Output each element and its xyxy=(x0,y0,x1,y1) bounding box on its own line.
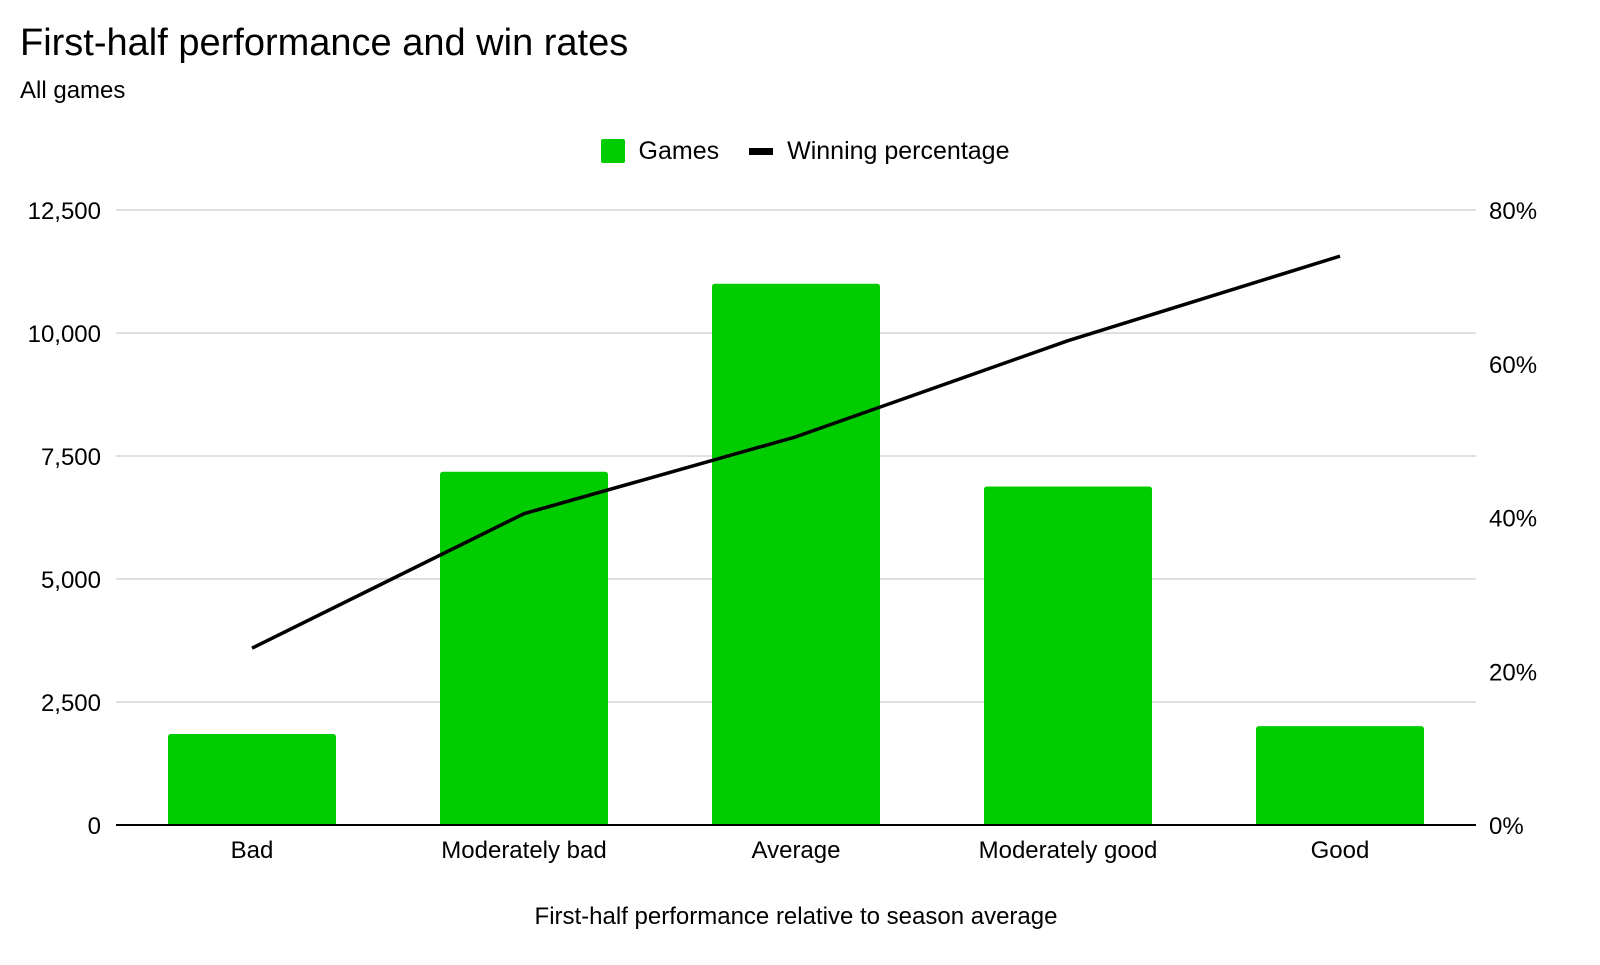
right-axis-tick-label: 0% xyxy=(1489,813,1524,840)
legend: Games Winning percentage xyxy=(0,136,1600,166)
bar-moderately-bad xyxy=(440,471,608,825)
bar-average xyxy=(712,283,880,825)
chart-title: First-half performance and win rates xyxy=(20,22,629,64)
x-axis-title: First-half performance relative to seaso… xyxy=(535,903,1058,930)
bar-good xyxy=(1256,726,1424,825)
right-axis-tick-label: 40% xyxy=(1489,506,1537,533)
legend-label-games: Games xyxy=(638,136,720,165)
bar-bad xyxy=(168,733,336,825)
x-axis-category-label: Moderately good xyxy=(979,837,1158,864)
left-axis-tick-label: 2,500 xyxy=(41,690,101,717)
legend-item-games: Games xyxy=(600,136,720,166)
left-axis-tick-label: 10,000 xyxy=(28,321,101,348)
bar-moderately-good xyxy=(984,486,1152,825)
legend-swatch-winning-percentage xyxy=(749,147,774,155)
left-axis-tick-label: 12,500 xyxy=(28,198,101,225)
left-axis-tick-label: 7,500 xyxy=(41,444,101,471)
legend-item-winning-percentage: Winning percentage xyxy=(749,137,1009,166)
left-axis-tick-label: 0 xyxy=(88,813,101,840)
right-axis-tick-label: 80% xyxy=(1489,198,1537,225)
x-axis-category-label: Moderately bad xyxy=(441,837,606,864)
x-axis-category-label: Bad xyxy=(231,837,274,864)
x-axis-category-label: Good xyxy=(1311,837,1370,864)
chart-subtitle: All games xyxy=(20,77,126,104)
x-axis-category-label: Average xyxy=(752,837,841,864)
legend-swatch-games xyxy=(600,139,625,163)
right-axis-tick-label: 20% xyxy=(1489,659,1537,686)
legend-label-winning-percentage: Winning percentage xyxy=(787,136,1010,165)
right-axis-tick-label: 60% xyxy=(1489,352,1537,379)
left-axis-tick-label: 5,000 xyxy=(41,567,101,594)
